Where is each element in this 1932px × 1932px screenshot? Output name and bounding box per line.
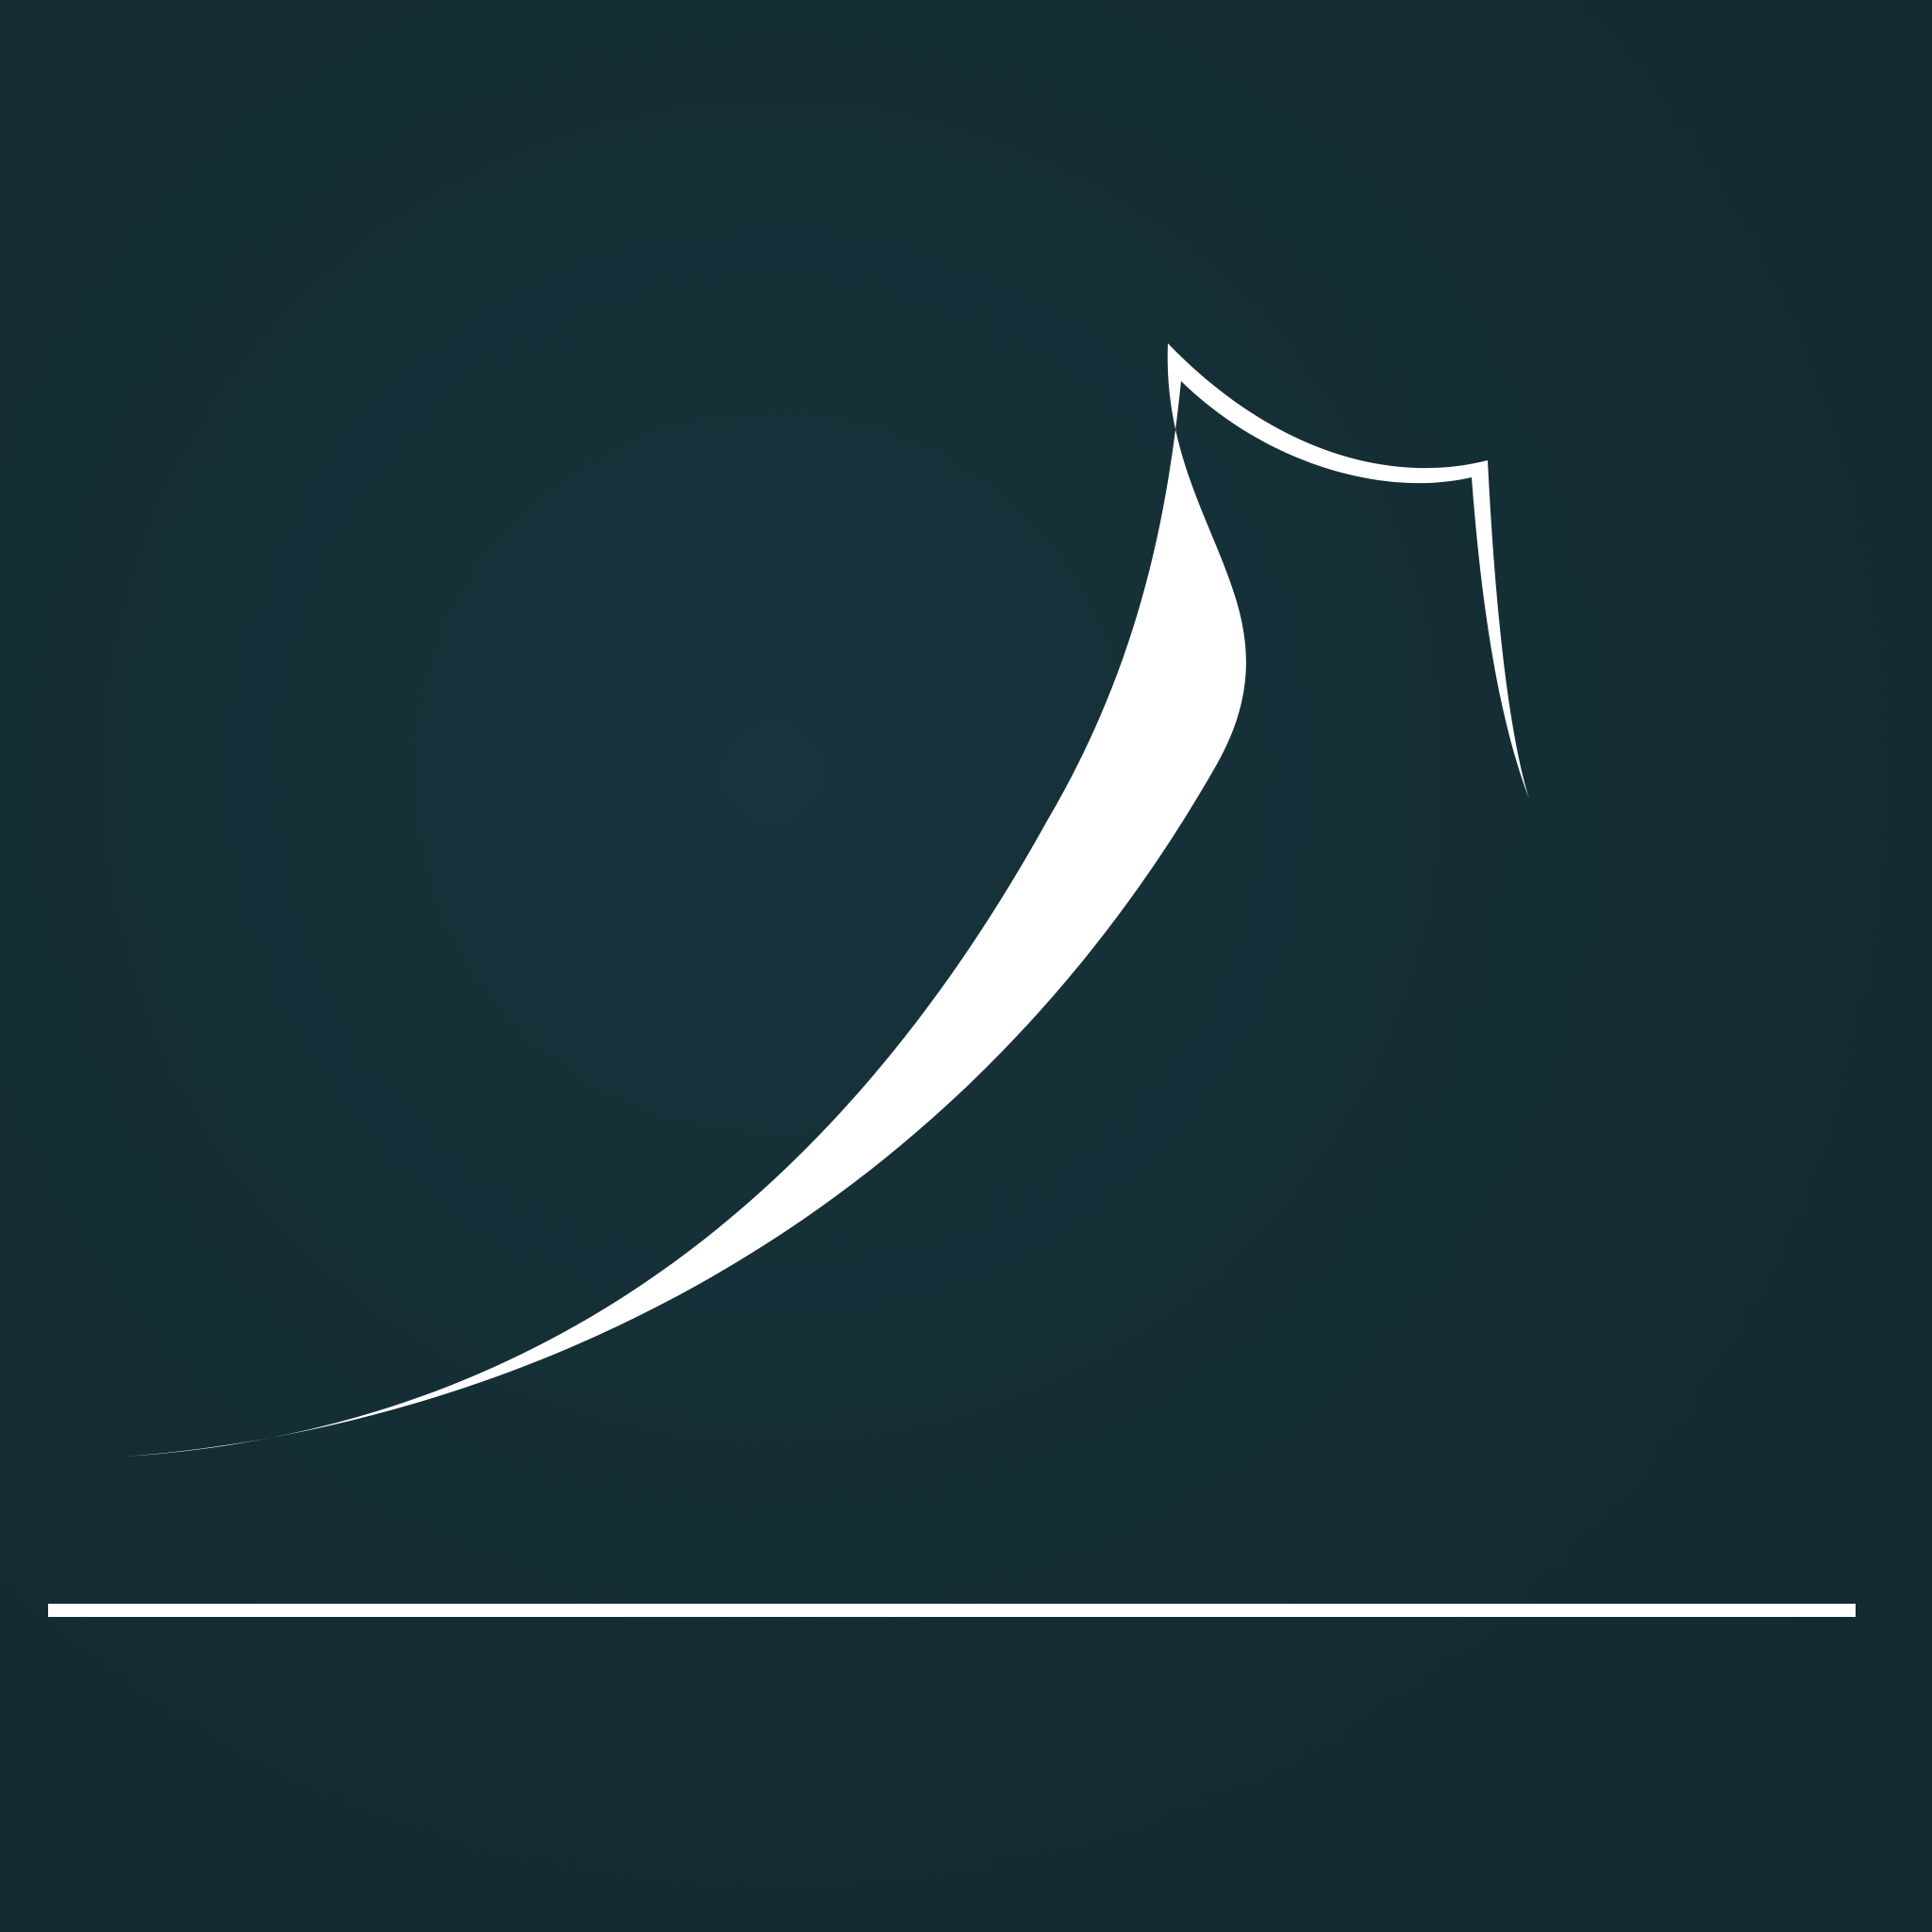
mountain-outline [125, 343, 1529, 1457]
ground-line [48, 1604, 1856, 1617]
